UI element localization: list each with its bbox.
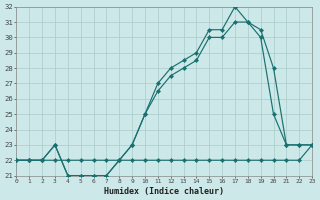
X-axis label: Humidex (Indice chaleur): Humidex (Indice chaleur) <box>104 187 224 196</box>
